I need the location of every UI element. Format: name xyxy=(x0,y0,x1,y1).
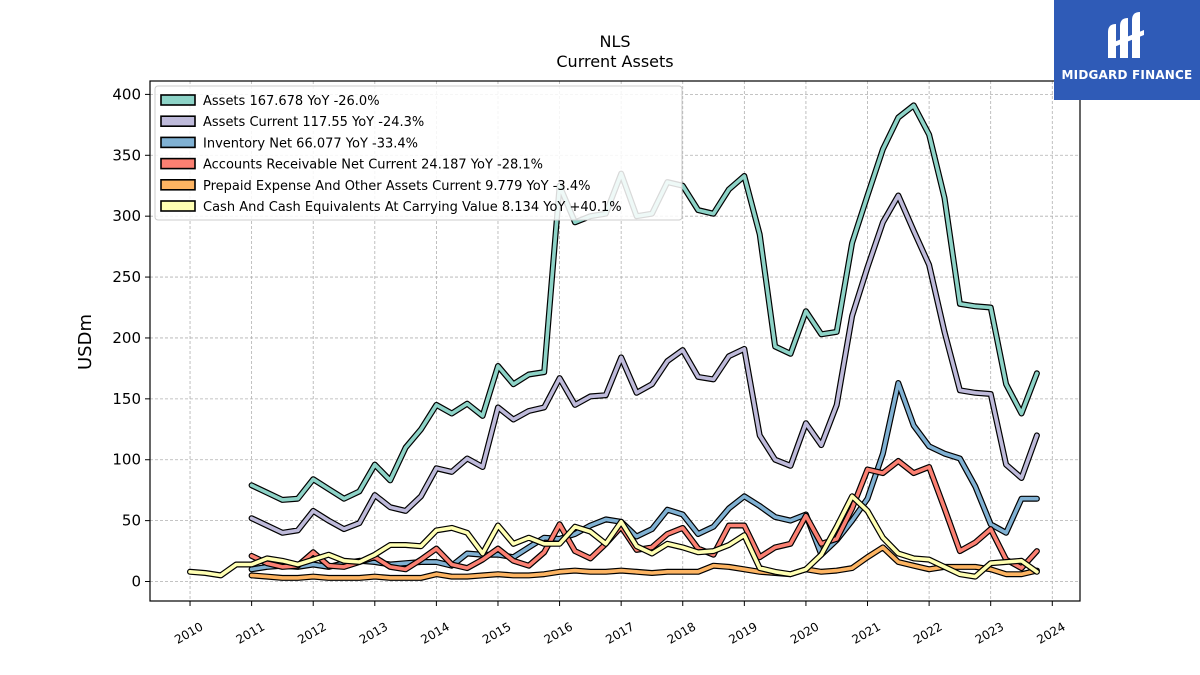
series-line-stroke xyxy=(188,494,1039,579)
legend-swatch xyxy=(160,115,196,127)
x-tick-label: 2021 xyxy=(850,619,883,646)
legend-label: Cash And Cash Equivalents At Carrying Va… xyxy=(203,200,622,215)
series-line-stroke xyxy=(249,193,1039,535)
series-layer xyxy=(187,102,1040,581)
legend-swatch xyxy=(160,157,196,170)
legend-box xyxy=(154,85,683,221)
x-tick-label: 2020 xyxy=(788,619,821,646)
x-tick-label: 2014 xyxy=(418,619,451,646)
x-tick-label: 2017 xyxy=(603,619,636,646)
legend-swatch xyxy=(160,200,196,212)
series-line xyxy=(248,544,1040,581)
x-tick-label: 2018 xyxy=(665,619,698,646)
y-tick-label: 100 xyxy=(112,451,141,469)
x-tick-label: 2013 xyxy=(357,619,390,646)
y-tick-layer: 0 50 100 150 200 250 300 350 400 xyxy=(112,85,150,591)
x-tick-label: 2024 xyxy=(1034,619,1067,646)
x-tick-label: 2019 xyxy=(726,619,759,646)
legend: Assets 167.678 YoY -26.0% Assets Current … xyxy=(154,85,683,221)
series-line xyxy=(187,493,1040,580)
y-tick-label: 350 xyxy=(112,146,141,164)
legend-label: Assets Current 117.55 YoY -24.3% xyxy=(203,115,424,130)
y-tick-label: 50 xyxy=(122,512,141,530)
series-line-stroke xyxy=(249,545,1039,580)
x-tick-layer: 2010 2011 2012 2013 2014 2015 2016 2017 2018 2019… xyxy=(172,601,1068,647)
legend-label: Assets 167.678 YoY -26.0% xyxy=(203,94,380,109)
brand-logo-text: MIDGARD FINANCE xyxy=(1061,68,1193,82)
legend-label: Accounts Receivable Net Current 24.187 Y… xyxy=(203,158,543,173)
series-line xyxy=(248,192,1040,536)
legend-swatch xyxy=(160,179,196,191)
x-tick-label: 2015 xyxy=(480,619,513,646)
x-tick-label: 2010 xyxy=(172,619,205,646)
chart-subtitle: Current Assets xyxy=(556,52,673,71)
x-tick-label: 2016 xyxy=(542,619,575,646)
x-tick-label: 2011 xyxy=(234,619,267,646)
x-tick-label: 2012 xyxy=(295,619,328,646)
x-tick-label: 2023 xyxy=(973,619,1006,646)
chart-title: NLS xyxy=(599,32,630,51)
legend-swatch xyxy=(160,136,196,149)
y-axis-label: USDm xyxy=(75,314,96,370)
y-tick-label: 400 xyxy=(112,85,141,103)
legend-swatch xyxy=(160,94,196,106)
y-tick-label: 0 xyxy=(131,573,141,591)
plot-frame xyxy=(149,80,1081,602)
y-tick-label: 300 xyxy=(112,207,141,225)
midgard-m-logo-icon xyxy=(1108,12,1144,58)
x-tick-label: 2022 xyxy=(911,619,944,646)
legend-label: Inventory Net 66.077 YoY -33.4% xyxy=(203,136,418,151)
brand-logo: MIDGARD FINANCE xyxy=(1054,0,1200,100)
legend-label: Prepaid Expense And Other Assets Current… xyxy=(203,179,590,194)
y-tick-label: 200 xyxy=(112,329,141,347)
y-tick-label: 250 xyxy=(112,268,141,286)
y-tick-label: 150 xyxy=(112,390,141,408)
